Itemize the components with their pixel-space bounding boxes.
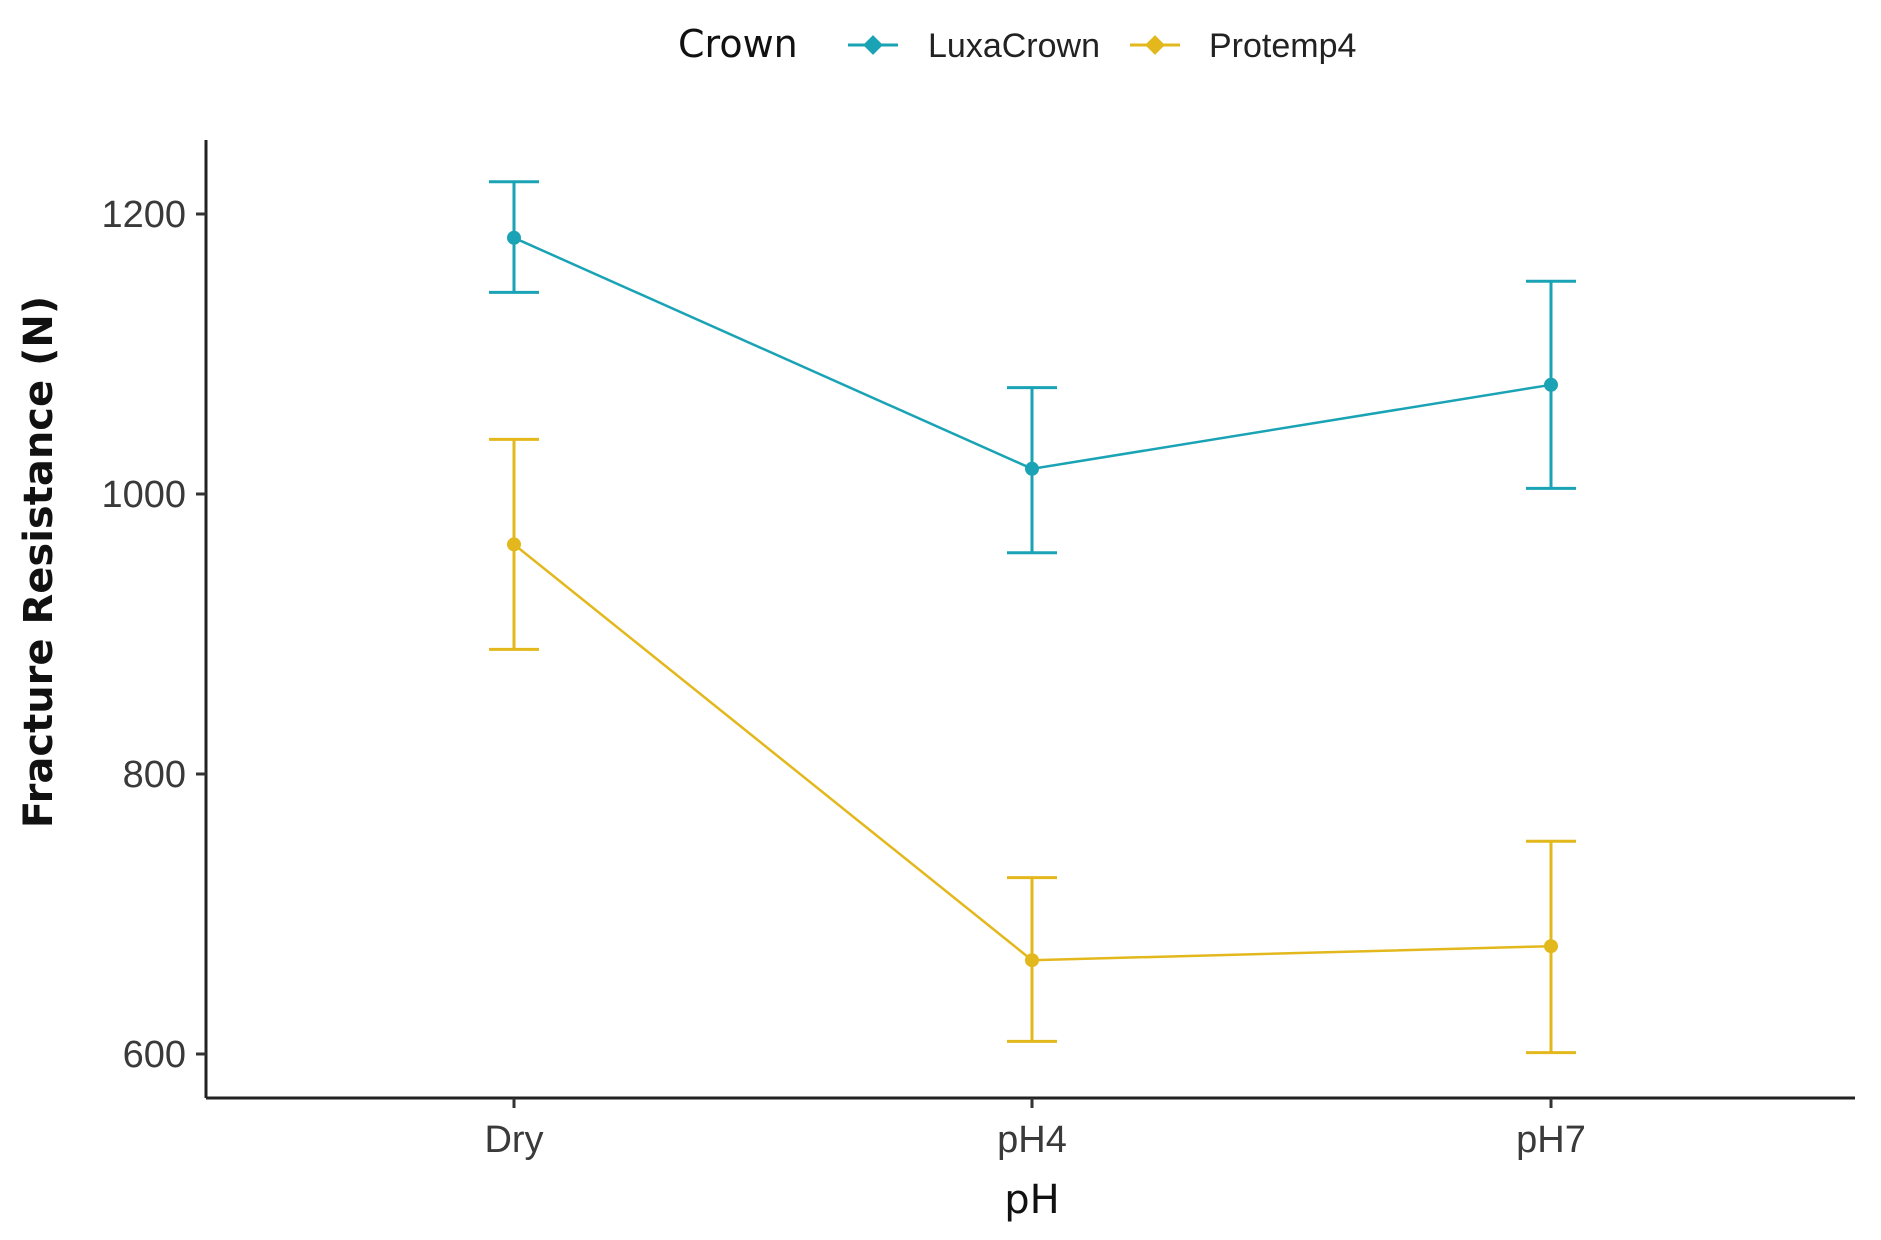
x-tick-label-ph7: pH7 <box>1516 1119 1586 1161</box>
x-tick-label-ph4: pH4 <box>997 1119 1067 1161</box>
y-tick-label-1000: 1000 <box>101 474 186 516</box>
y-ticks: 600 800 1000 1200 <box>101 194 206 1076</box>
x-axis-title: pH <box>1004 1177 1059 1223</box>
legend-title: Crown <box>678 22 798 66</box>
data-point-luxacrown-ph4 <box>1025 461 1039 476</box>
legend: Crown LuxaCrown Protemp4 <box>678 22 1356 66</box>
legend-item-protemp4: Protemp4 <box>1130 27 1356 65</box>
legend-label-protemp4: Protemp4 <box>1209 27 1356 65</box>
data-point-protemp4-ph4 <box>1025 953 1039 968</box>
x-tick-label-dry: Dry <box>484 1119 543 1161</box>
y-axis-title: Fracture Resistance (N) <box>16 296 62 828</box>
x-ticks: Dry pH4 pH7 <box>484 1098 1586 1161</box>
data-point-protemp4-ph7 <box>1544 939 1558 954</box>
legend-marker-protemp4 <box>1145 35 1165 55</box>
legend-item-luxacrown: LuxaCrown <box>848 27 1100 65</box>
series-luxacrown <box>489 180 1576 555</box>
plot-area <box>489 180 1576 1055</box>
series-protemp4 <box>489 437 1576 1055</box>
legend-marker-luxacrown <box>863 35 883 55</box>
data-point-luxacrown-ph7 <box>1544 377 1558 392</box>
y-tick-label-800: 800 <box>123 754 186 796</box>
data-point-protemp4-dry <box>507 537 521 552</box>
legend-label-luxacrown: LuxaCrown <box>928 27 1100 65</box>
y-tick-label-1200: 1200 <box>101 194 186 236</box>
data-point-luxacrown-dry <box>507 230 521 245</box>
y-tick-label-600: 600 <box>123 1034 186 1076</box>
